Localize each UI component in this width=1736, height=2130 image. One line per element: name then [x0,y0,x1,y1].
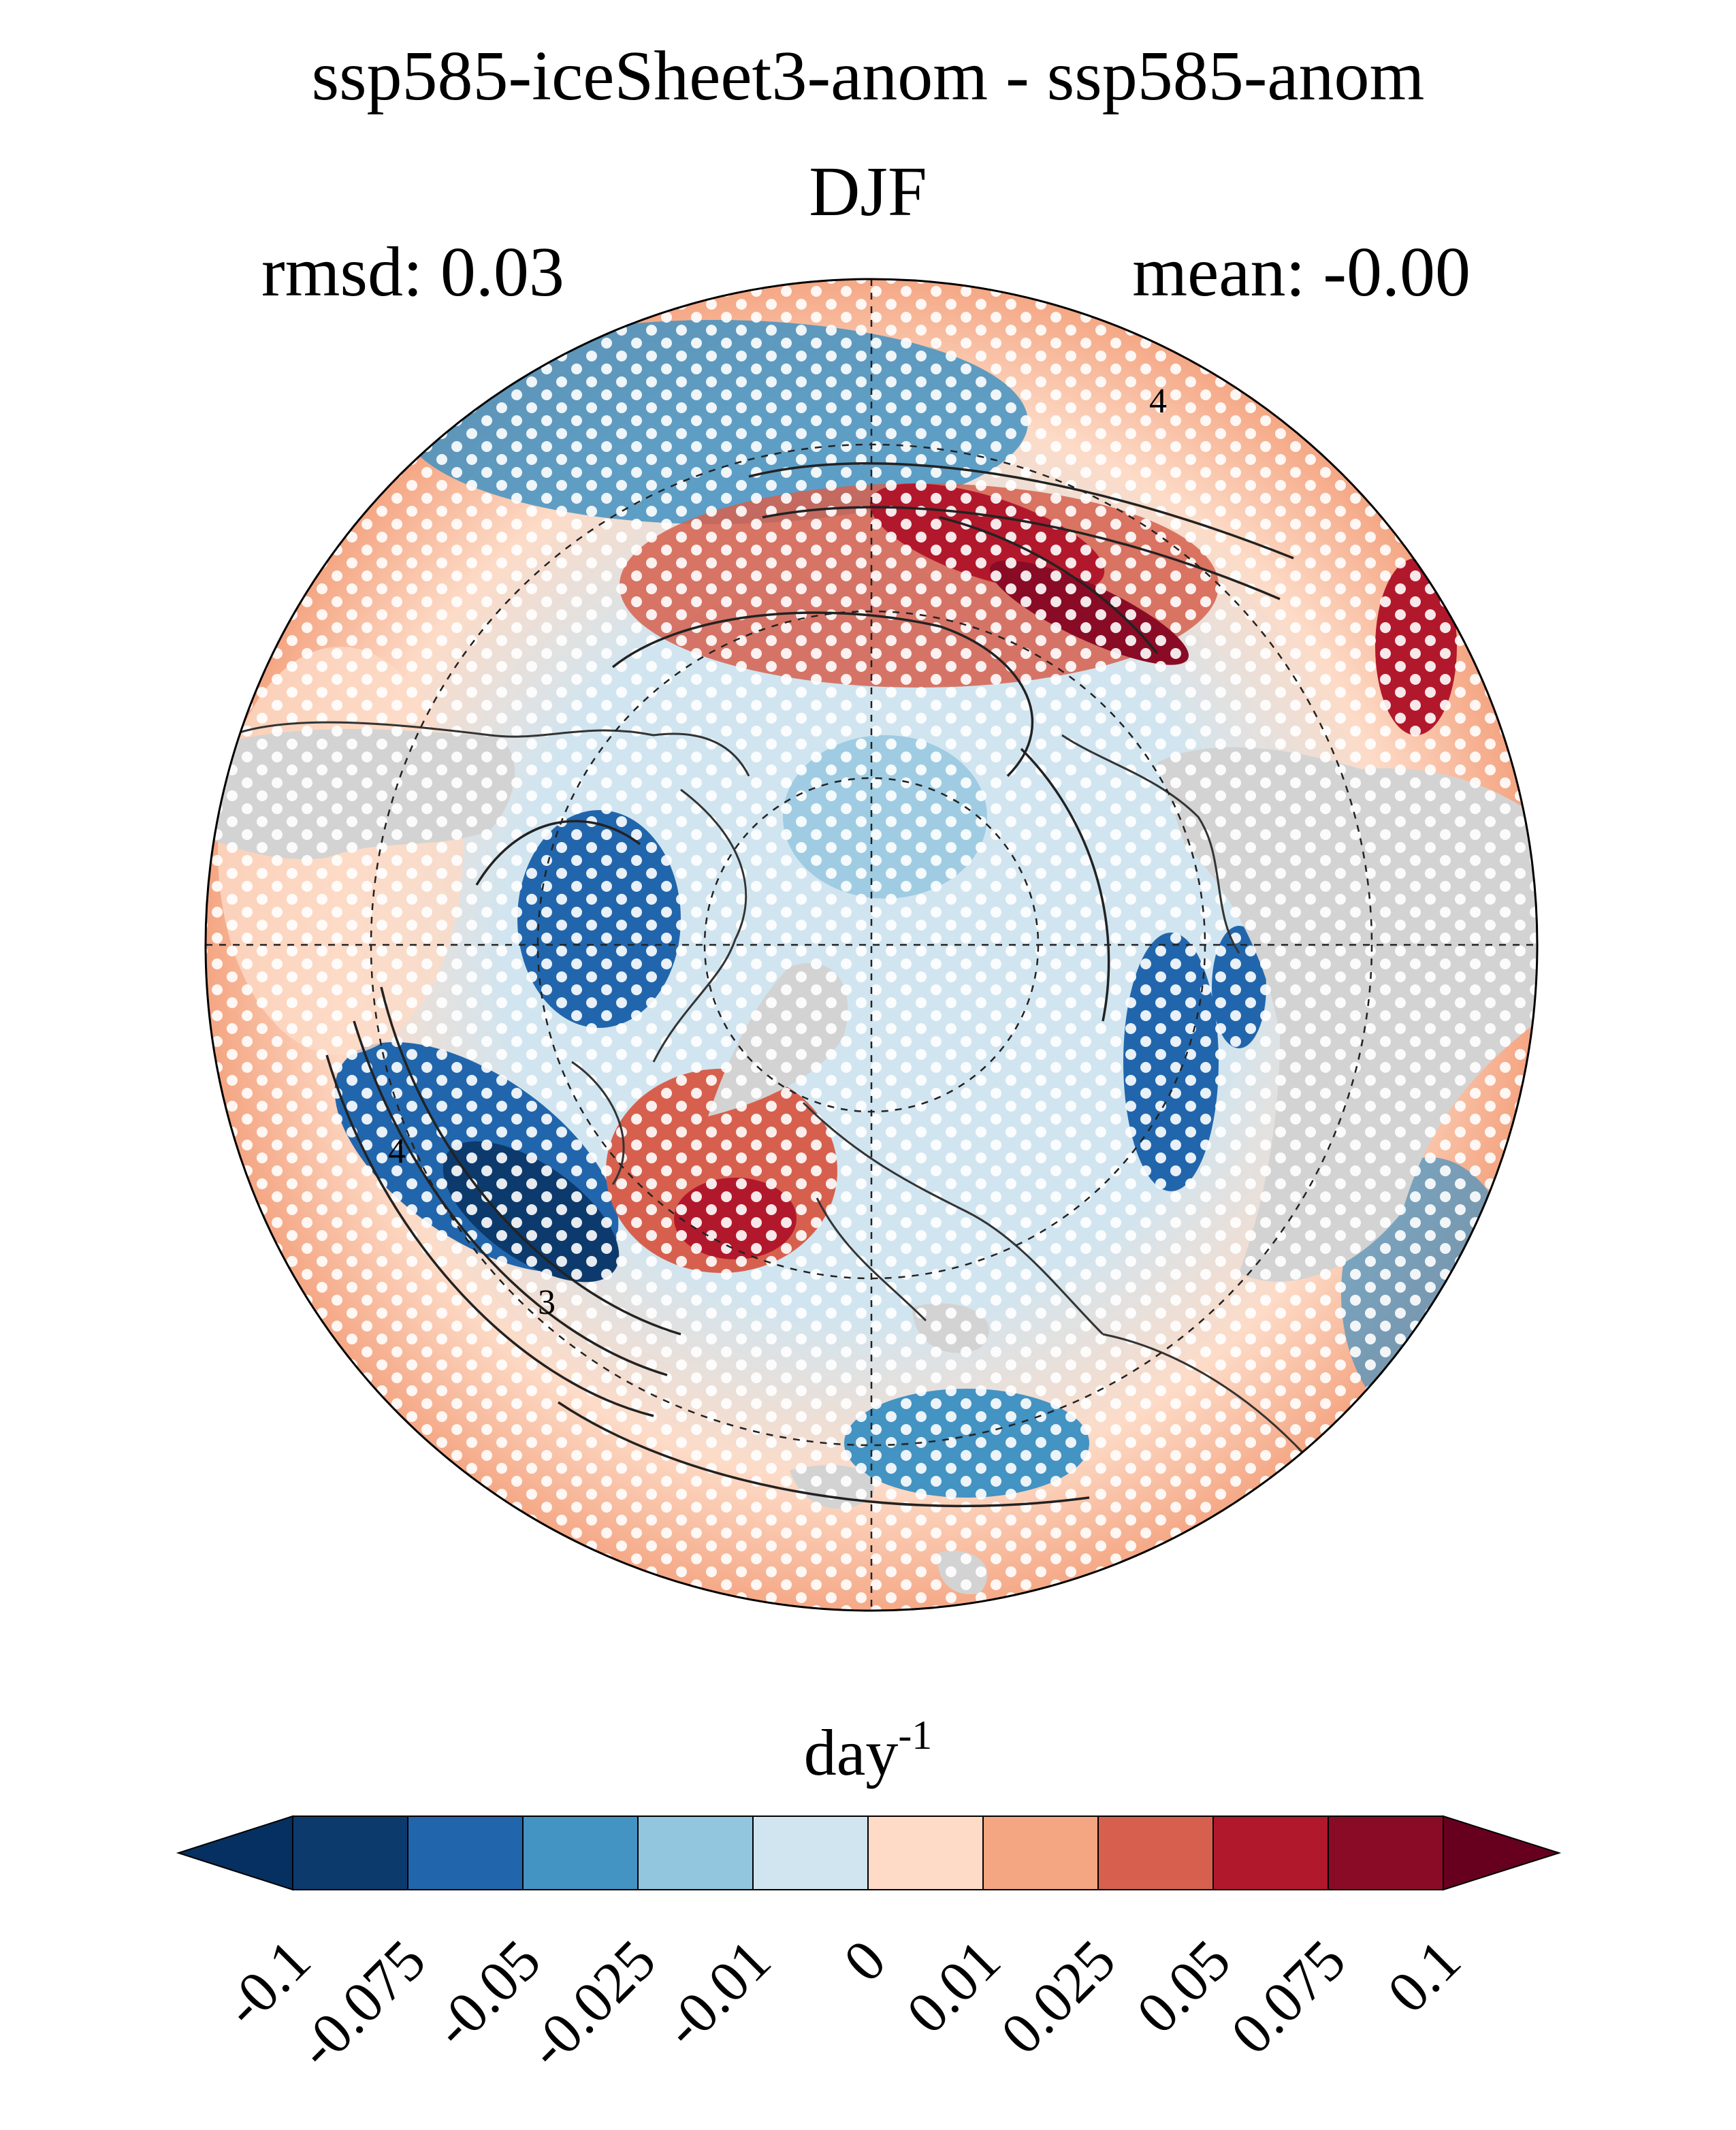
colorbar-box [1212,1816,1329,1890]
mean-label: mean: -0.00 [1132,233,1470,311]
colorbar-box [982,1816,1099,1890]
contour-label: 4 [388,1132,406,1171]
unit-exponent: -1 [898,1713,933,1758]
rmsd-label: rmsd: 0.03 [261,233,564,311]
colorbar-unit: day-1 [0,1715,1736,1790]
contour-label: 3 [538,1283,556,1322]
map-boundary [204,278,1539,1612]
colorbar-box [1328,1816,1444,1890]
contour-label: 4 [1149,382,1167,421]
colorbar-box [637,1816,754,1890]
polar-map: 4 4 3 [204,278,1539,1612]
colorbar-extend-high [1443,1815,1562,1891]
graticule [206,279,1537,1611]
title-line-1: ssp585-iceSheet3-anom - ssp585-anom [311,37,1425,115]
colorbar-box [407,1816,524,1890]
colorbar-box [867,1816,984,1890]
title-season: DJF [809,152,927,231]
colorbar-box [1097,1816,1214,1890]
colorbar-extend-low [176,1815,293,1891]
colorbar-box [522,1816,639,1890]
unit-base: day [803,1716,899,1789]
colorbar-box [292,1816,408,1890]
colorbar-box [752,1816,869,1890]
